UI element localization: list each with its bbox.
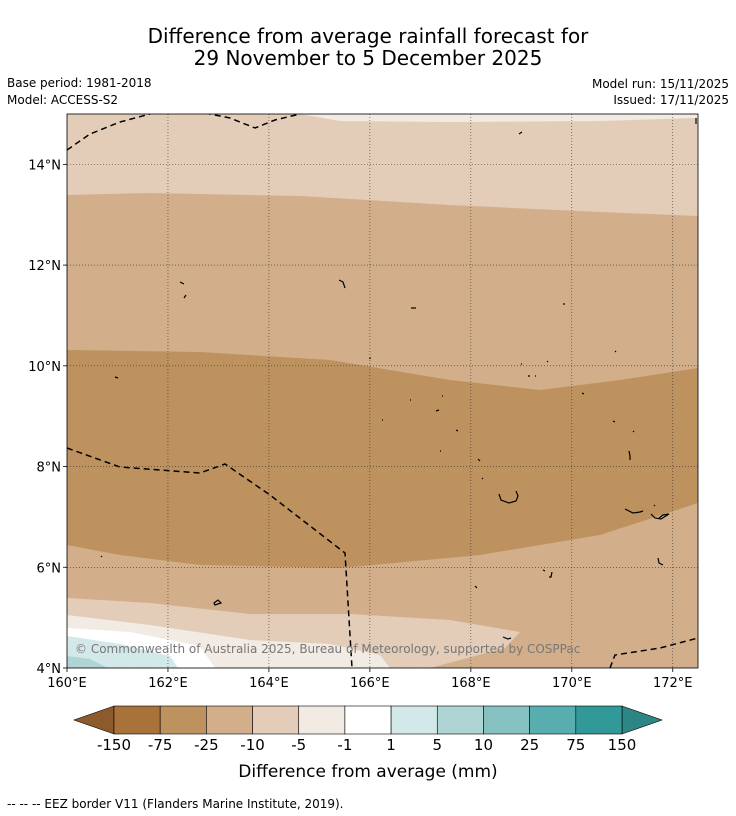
colorbar-segment — [252, 705, 300, 735]
colorbar-boundary-label: 150 — [607, 736, 637, 754]
copyright-notice: © Commonwealth of Australia 2025, Bureau… — [75, 642, 580, 656]
colorbar-segment — [159, 705, 207, 735]
colorbar-boundary-label: -75 — [147, 736, 173, 754]
colorbar-boundary-label: 25 — [520, 736, 540, 754]
colorbar-segment — [483, 705, 530, 735]
rainfall-map: 160°E 162°E 164°E 166°E 168°E 170°E 172°E 4°N 6°… — [28, 113, 699, 735]
model-run-label: Model run: 15/11/2025 — [591, 77, 729, 91]
lon-tick-label: 164°E — [249, 676, 289, 691]
title-line-2: 29 November to 5 December 2025 — [193, 46, 543, 70]
colorbar-over-arrow — [621, 705, 663, 735]
lon-tick-label: 170°E — [552, 676, 592, 691]
plot-frame — [66, 113, 699, 669]
lon-tick-label: 168°E — [451, 676, 491, 691]
contour-band-5-10 — [67, 656, 108, 668]
lon-tick-label: 160°E — [47, 676, 87, 691]
colorbar-boundary-label: -150 — [96, 736, 132, 754]
lon-tick-label: 162°E — [148, 676, 188, 691]
colorbar-segment — [344, 705, 392, 735]
colorbar-segment — [298, 705, 346, 735]
colorbar-segment — [575, 705, 623, 735]
colorbar-segment — [436, 705, 484, 735]
colorbar-boundary-label: -5 — [291, 736, 307, 754]
lat-tick-label: 12°N — [28, 259, 61, 274]
colorbar-boundary-label: -1 — [337, 736, 353, 754]
colorbar-boundary-label: 75 — [566, 736, 586, 754]
contour-band-minus5-1-north — [300, 114, 698, 122]
colorbar-under-arrow — [73, 705, 115, 735]
lon-tick-label: 166°E — [350, 676, 390, 691]
lat-tick-label: 6°N — [37, 561, 62, 576]
eez-footnote: -- -- -- EEZ border V11 (Flanders Marine… — [7, 797, 344, 811]
issued-label: Issued: 17/11/2025 — [613, 93, 729, 107]
title-line-1: Difference from average rainfall forecas… — [147, 24, 589, 48]
colorbar-title: Difference from average (mm) — [238, 762, 498, 782]
lat-tick-label: 8°N — [37, 461, 62, 476]
contour-band-minus75-25 — [67, 350, 698, 568]
base-period-label: Base period: 1981-2018 — [7, 76, 152, 90]
lat-tick-label: 4°N — [37, 662, 62, 677]
colorbar-boundary-label: 5 — [432, 736, 443, 754]
lat-tick-label: 10°N — [28, 360, 61, 375]
colorbar-boundary-label: -25 — [194, 736, 219, 754]
model-label: Model: ACCESS-S2 — [7, 93, 119, 107]
colorbar-segment — [390, 705, 438, 735]
colorbar-boundary-label: 1 — [386, 736, 396, 754]
lat-tick-label: 14°N — [28, 158, 61, 173]
colorbar-segment — [206, 705, 253, 735]
eez-border-north — [67, 114, 301, 151]
colorbar-boundary-label: -10 — [240, 736, 265, 754]
rainfall-contours — [67, 114, 698, 668]
eez-border-south — [67, 447, 353, 668]
colorbar-boundary-label: 10 — [473, 736, 493, 754]
contour-band-minus10-5-north — [67, 114, 698, 216]
contour-band-1-5 — [67, 636, 178, 668]
axis-ticks: 160°E 162°E 164°E 166°E 168°E 170°E 172°E 4°N 6°… — [28, 158, 692, 691]
colorbar-segment — [113, 705, 161, 735]
lon-tick-label: 172°E — [653, 676, 693, 691]
graticule — [67, 114, 698, 668]
colorbar — [73, 705, 663, 735]
colorbar-segment — [529, 705, 577, 735]
